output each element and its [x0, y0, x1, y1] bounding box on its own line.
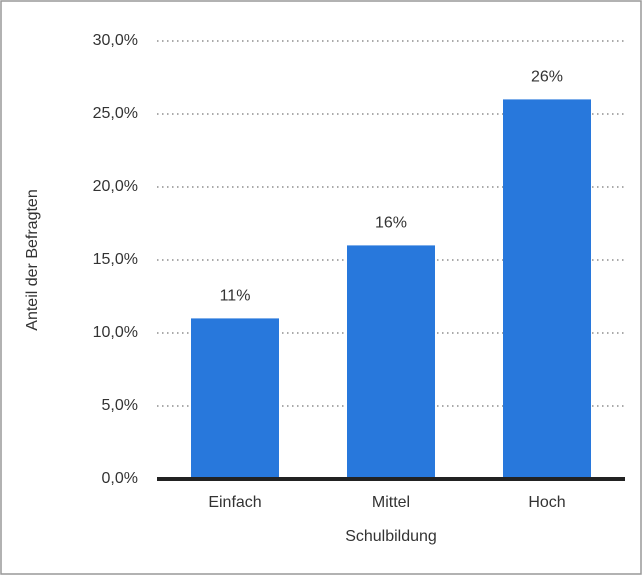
x-axis-title: Schulbildung	[345, 528, 437, 545]
value-label: 16%	[375, 215, 407, 232]
bar	[347, 245, 435, 479]
y-tick-label: 10,0%	[93, 324, 138, 341]
y-tick-label: 5,0%	[102, 397, 138, 414]
y-tick-label: 20,0%	[93, 178, 138, 195]
y-tick-label: 15,0%	[93, 251, 138, 268]
value-label: 11%	[220, 288, 251, 305]
x-tick-label: Hoch	[528, 494, 565, 511]
x-tick-label: Einfach	[208, 494, 261, 511]
bar	[503, 99, 591, 480]
bar	[191, 318, 279, 479]
y-tick-label: 0,0%	[102, 470, 138, 487]
y-axis-title: Anteil der Befragten	[24, 189, 41, 330]
value-label: 26%	[531, 69, 563, 86]
y-tick-label: 30,0%	[93, 32, 138, 49]
y-tick-label: 25,0%	[93, 105, 138, 122]
x-tick-label: Mittel	[372, 494, 410, 511]
